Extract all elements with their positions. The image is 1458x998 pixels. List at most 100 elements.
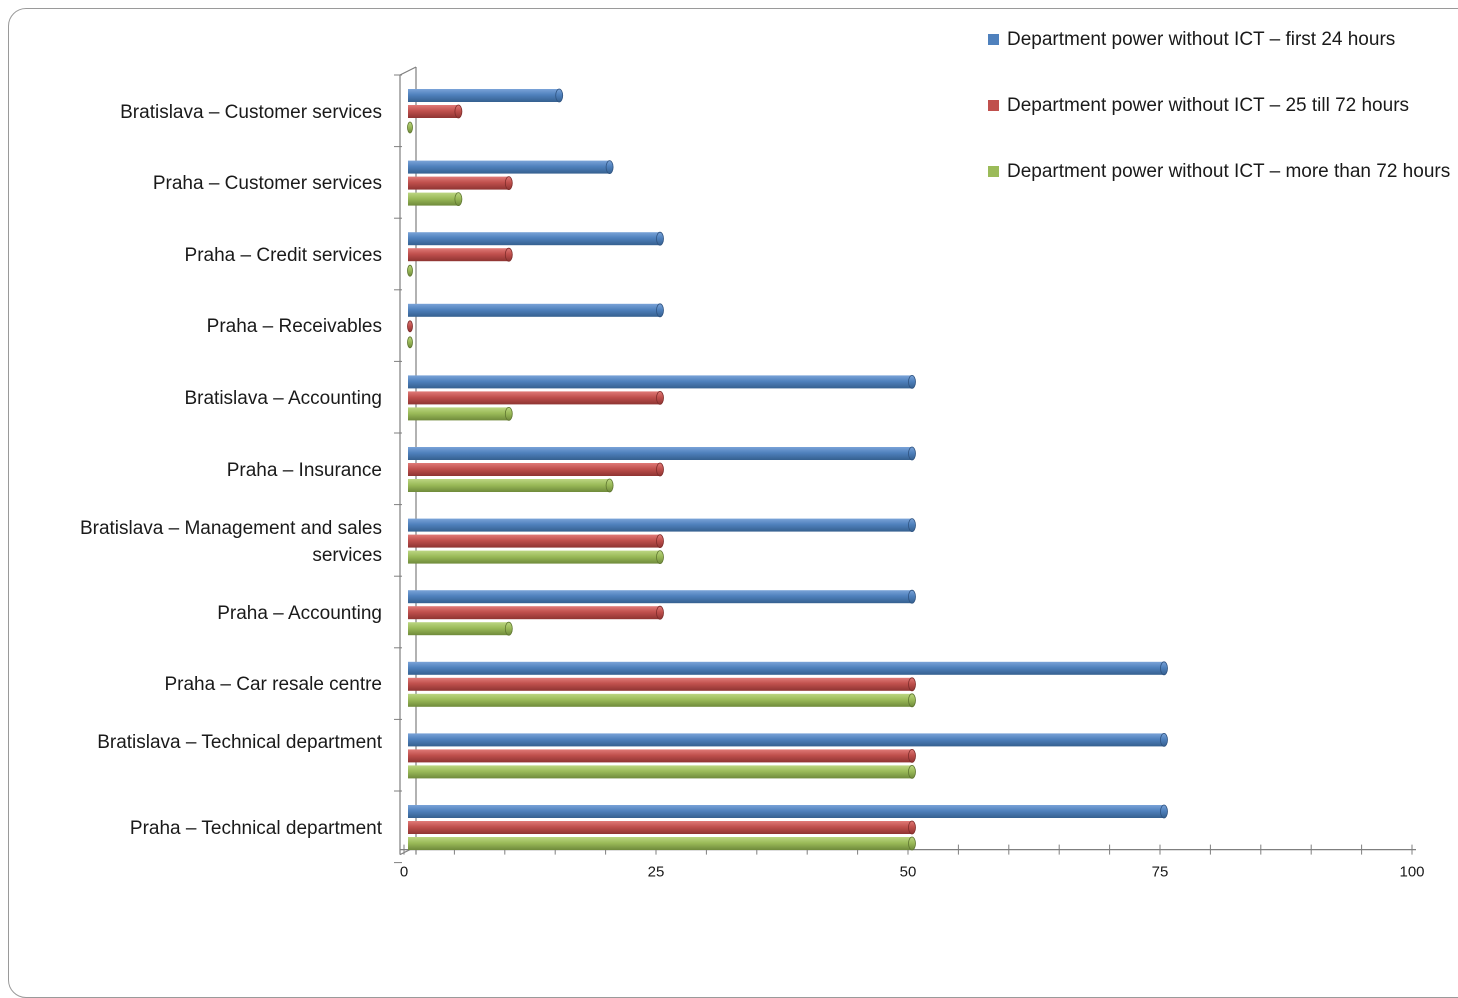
x-tick-label: 25: [648, 864, 665, 881]
bar: [408, 749, 916, 763]
bar-body: [408, 391, 660, 405]
bar-cap: [908, 446, 916, 461]
bar: [408, 518, 916, 532]
bar-body: [408, 534, 660, 548]
bar-body: [408, 176, 509, 190]
bar-body: [408, 693, 912, 707]
bar-cap: [407, 336, 413, 349]
bar-body: [408, 303, 660, 317]
bar-cap: [908, 836, 916, 851]
category-label: Praha – Car resale centre: [164, 674, 382, 696]
bar-cap: [908, 765, 916, 779]
bar-body: [408, 375, 912, 389]
bar-cap: [407, 264, 413, 277]
bar: [408, 605, 664, 620]
bar: [407, 121, 413, 134]
bar: [408, 836, 916, 851]
x-tick-label: 50: [900, 864, 917, 881]
x-tick-label: 100: [1399, 864, 1424, 881]
bar: [408, 733, 1168, 747]
bar-body: [408, 837, 912, 850]
category-label: Praha – Customer services: [152, 173, 382, 195]
category-label: Praha – Receivables: [206, 316, 382, 338]
legend-label: Department power without ICT – first 24 …: [1007, 29, 1396, 50]
bar: [408, 374, 916, 389]
x-tick-label: 75: [1152, 864, 1169, 881]
legend-swatch: [988, 100, 999, 111]
bar-cap: [656, 534, 664, 548]
bar-cap: [407, 121, 413, 134]
bar-body: [408, 407, 509, 421]
legend-entry: Department power without ICT – 25 till 7…: [988, 92, 1458, 119]
bar-cap: [504, 247, 513, 262]
category-label: Praha – Technical department: [129, 817, 382, 839]
bar-body: [408, 749, 912, 763]
bar-body: [408, 821, 912, 834]
bar: [408, 176, 513, 191]
category-label: Bratislava – Accounting: [184, 387, 382, 409]
bar: [408, 478, 614, 493]
legend-label: Department power without ICT – more than…: [1007, 161, 1451, 182]
bar-body: [408, 622, 509, 636]
bar-chart: 0 25 50 75 100: [394, 66, 1425, 881]
bar-body: [408, 479, 610, 492]
bar: [408, 550, 664, 564]
bar-body: [408, 89, 560, 102]
bar-cap: [1160, 661, 1168, 676]
bar: [407, 264, 413, 277]
bar-cap: [656, 231, 664, 246]
bar: [408, 820, 916, 835]
bar: [408, 661, 1168, 676]
bar-body: [408, 248, 509, 262]
bar-cap: [908, 677, 916, 692]
bar: [408, 765, 916, 779]
bar: [408, 677, 916, 692]
bar-cap: [454, 192, 463, 207]
bar-cap: [656, 303, 664, 318]
category-label: Praha – Insurance: [226, 459, 382, 481]
bar-cap: [1160, 733, 1168, 747]
bar-body: [408, 463, 660, 476]
category-label: Bratislava – Customer services: [120, 101, 382, 123]
category-label: Praha – Accounting: [217, 602, 382, 624]
legend-label: Department power without ICT – 25 till 7…: [1007, 95, 1410, 116]
bar-cap: [605, 160, 614, 175]
bar: [408, 406, 513, 421]
bar-cap: [908, 820, 916, 835]
bar-body: [408, 805, 1164, 818]
bar-cap: [504, 621, 513, 636]
bar: [408, 247, 513, 262]
bar-body: [408, 733, 1164, 747]
bar: [408, 160, 614, 175]
legend-entry: Department power without ICT – more than…: [988, 158, 1458, 185]
bar: [408, 534, 664, 548]
category-label: Bratislava – Technical department: [97, 732, 382, 754]
legend-swatch: [988, 34, 999, 45]
bar-cap: [504, 406, 513, 421]
bar-cap: [1160, 804, 1168, 819]
bars: [407, 88, 1168, 851]
bar-cap: [605, 478, 614, 493]
bar-cap: [656, 462, 664, 477]
bar: [408, 88, 564, 103]
x-ticks: 0 25 50 75 100: [400, 864, 1425, 881]
legend-entry: Department power without ICT – first 24 …: [988, 26, 1458, 53]
y-axis-top-edge: [399, 66, 417, 76]
bar: [408, 693, 916, 708]
bar: [408, 104, 463, 119]
bar: [408, 804, 1168, 819]
bar: [408, 589, 916, 604]
bar: [407, 320, 413, 333]
category-label: Praha – Credit services: [184, 244, 382, 266]
bar-cap: [555, 88, 564, 103]
bar: [408, 462, 664, 477]
x-tick-label: 0: [400, 864, 408, 881]
bar: [408, 231, 664, 246]
bar-cap: [656, 550, 664, 564]
bar-body: [408, 677, 912, 691]
bar-body: [408, 192, 459, 206]
bar-cap: [656, 605, 664, 620]
bar: [407, 336, 413, 349]
bar-body: [408, 765, 912, 779]
bar: [408, 390, 664, 405]
